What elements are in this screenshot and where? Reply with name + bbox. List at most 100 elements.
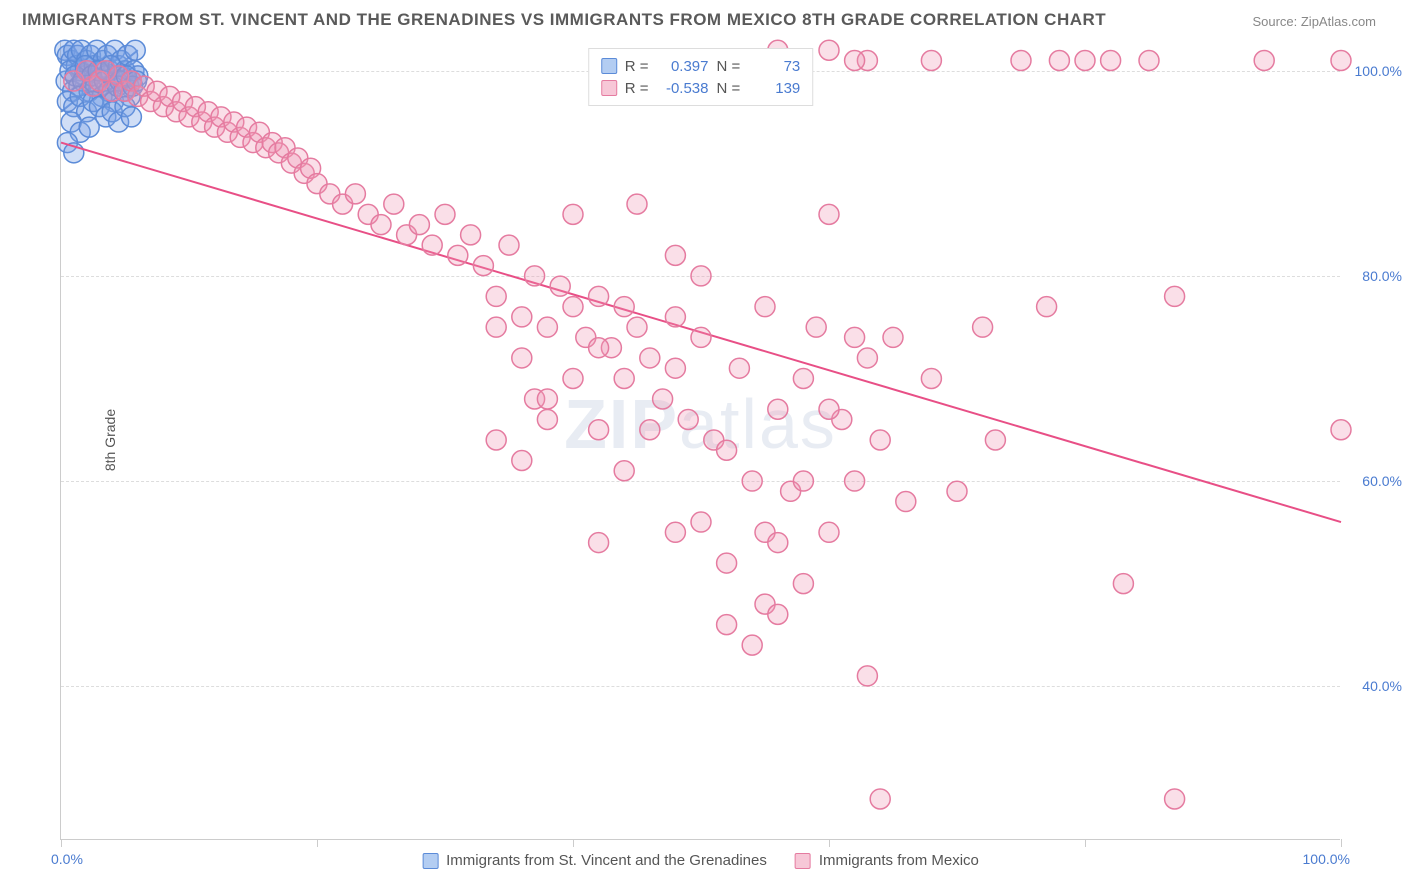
legend-r-label-0: R =	[625, 58, 649, 75]
data-point	[640, 420, 660, 440]
data-point	[1165, 789, 1185, 809]
data-point	[665, 358, 685, 378]
data-point	[422, 235, 442, 255]
data-point	[461, 225, 481, 245]
data-point	[512, 307, 532, 327]
ytick-label: 40.0%	[1347, 678, 1402, 694]
legend-item-label-0: Immigrants from St. Vincent and the Gren…	[446, 852, 767, 869]
data-point	[627, 317, 647, 337]
xtick	[829, 839, 830, 847]
data-point	[857, 348, 877, 368]
data-point	[742, 471, 762, 491]
data-point	[691, 266, 711, 286]
data-point	[614, 297, 634, 317]
legend-item-label-1: Immigrants from Mexico	[819, 852, 979, 869]
data-point	[345, 184, 365, 204]
data-point	[857, 666, 877, 686]
data-point	[537, 389, 557, 409]
xtick	[1085, 839, 1086, 847]
data-point	[845, 471, 865, 491]
data-point	[870, 430, 890, 450]
data-point	[1011, 51, 1031, 71]
data-point	[121, 107, 141, 127]
data-point	[819, 40, 839, 60]
data-point	[435, 204, 455, 224]
data-point	[409, 215, 429, 235]
data-point	[717, 440, 737, 460]
data-point	[614, 368, 634, 388]
data-point	[1331, 51, 1351, 71]
data-point	[1331, 420, 1351, 440]
legend-item-0: Immigrants from St. Vincent and the Gren…	[422, 852, 767, 869]
data-point	[1139, 51, 1159, 71]
legend-stats-row-1: R = -0.538 N = 139	[601, 77, 801, 99]
data-point	[845, 327, 865, 347]
xtick	[61, 839, 62, 847]
data-point	[653, 389, 673, 409]
data-point	[627, 194, 647, 214]
data-point	[717, 615, 737, 635]
data-point	[755, 297, 775, 317]
data-point	[125, 40, 145, 60]
data-point	[883, 327, 903, 347]
plot-area: 8th Grade ZIPatlas 40.0%60.0%80.0%100.0%…	[60, 40, 1340, 840]
data-point	[589, 286, 609, 306]
data-point	[563, 368, 583, 388]
ytick-label: 80.0%	[1347, 268, 1402, 284]
data-point	[640, 348, 660, 368]
data-point	[473, 256, 493, 276]
data-point	[614, 461, 634, 481]
legend-series: Immigrants from St. Vincent and the Gren…	[422, 852, 979, 869]
xtick	[317, 839, 318, 847]
legend-r-label-1: R =	[625, 80, 649, 97]
data-point	[563, 204, 583, 224]
data-point	[537, 409, 557, 429]
data-point	[512, 348, 532, 368]
data-point	[589, 533, 609, 553]
x-axis-right-label: 100.0%	[1303, 851, 1350, 867]
data-point	[525, 266, 545, 286]
data-point	[371, 215, 391, 235]
data-point	[550, 276, 570, 296]
data-point	[486, 286, 506, 306]
data-point	[742, 635, 762, 655]
ytick-label: 100.0%	[1347, 63, 1402, 79]
data-point	[729, 358, 749, 378]
x-axis-left-label: 0.0%	[51, 851, 83, 867]
legend-item-1: Immigrants from Mexico	[795, 852, 979, 869]
chart-svg	[61, 40, 1340, 839]
data-point	[665, 245, 685, 265]
data-point	[499, 235, 519, 255]
source-label: Source: ZipAtlas.com	[1252, 14, 1376, 29]
data-point	[665, 522, 685, 542]
legend-item-swatch-0	[422, 853, 438, 869]
legend-stats: R = 0.397 N = 73 R = -0.538 N = 139	[588, 48, 814, 106]
data-point	[1049, 51, 1069, 71]
data-point	[806, 317, 826, 337]
xtick	[573, 839, 574, 847]
data-point	[819, 204, 839, 224]
data-point	[1254, 51, 1274, 71]
data-point	[1113, 574, 1133, 594]
data-point	[921, 368, 941, 388]
legend-r-value-0: 0.397	[657, 58, 709, 75]
legend-n-value-0: 73	[748, 58, 800, 75]
legend-r-value-1: -0.538	[657, 80, 709, 97]
chart-title: IMMIGRANTS FROM ST. VINCENT AND THE GREN…	[22, 10, 1106, 30]
data-point	[448, 245, 468, 265]
legend-n-label-1: N =	[717, 80, 741, 97]
data-point	[665, 307, 685, 327]
data-point	[1075, 51, 1095, 71]
data-point	[973, 317, 993, 337]
data-point	[870, 789, 890, 809]
data-point	[512, 451, 532, 471]
data-point	[896, 492, 916, 512]
data-point	[845, 51, 865, 71]
data-point	[768, 533, 788, 553]
legend-n-value-1: 139	[748, 80, 800, 97]
data-point	[985, 430, 1005, 450]
data-point	[1165, 286, 1185, 306]
data-point	[1037, 297, 1057, 317]
data-point	[793, 574, 813, 594]
data-point	[717, 553, 737, 573]
